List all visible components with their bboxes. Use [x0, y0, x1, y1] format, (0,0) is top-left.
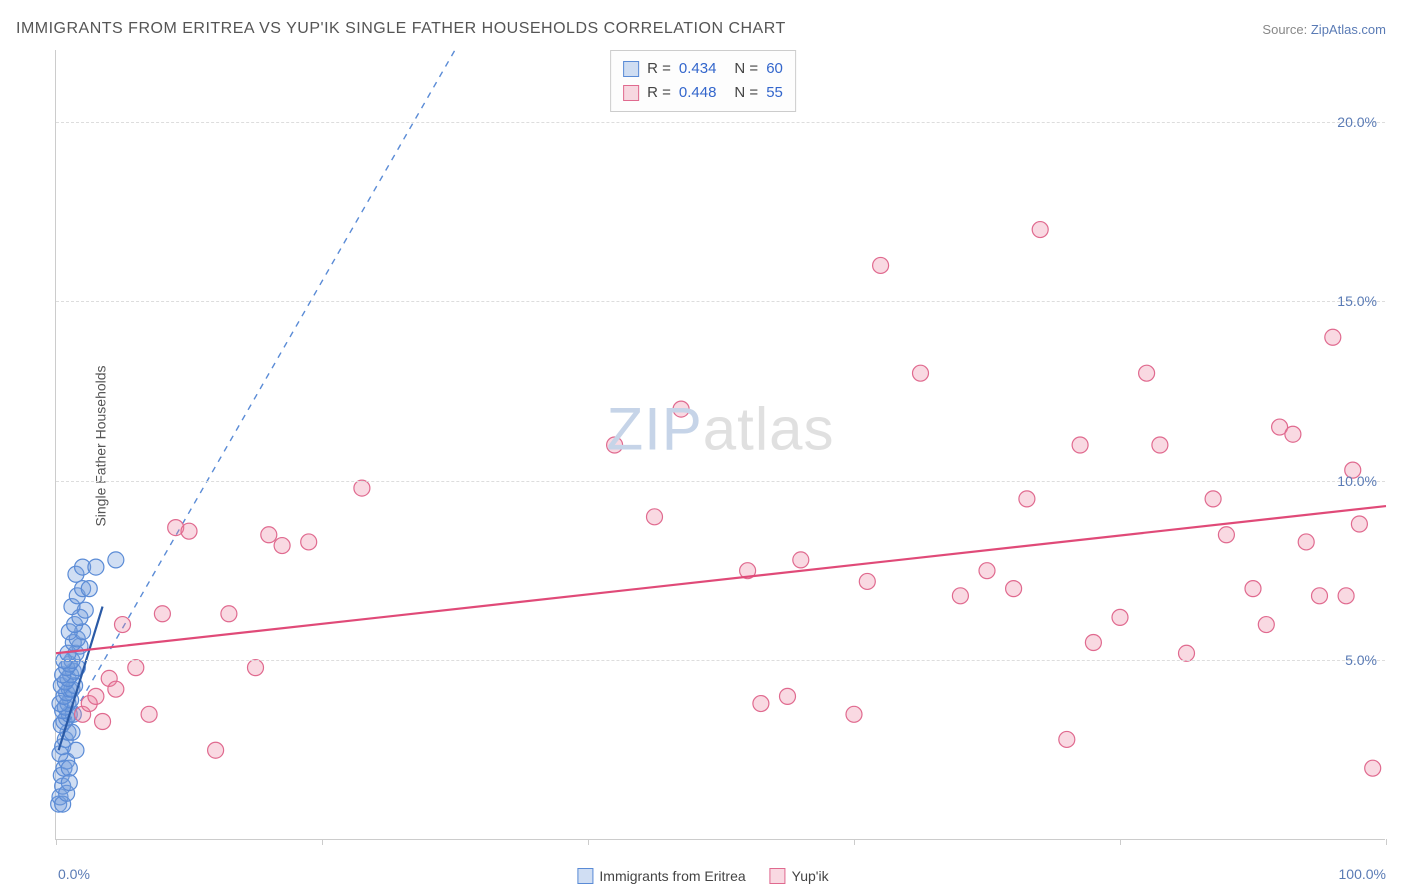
series-legend-label: Immigrants from Eritrea: [599, 868, 745, 884]
data-point: [1059, 731, 1075, 747]
series-legend: Immigrants from Eritrea Yup'ik: [577, 868, 828, 884]
data-point: [248, 660, 264, 676]
data-point: [208, 742, 224, 758]
data-point: [1152, 437, 1168, 453]
data-point: [859, 573, 875, 589]
data-point: [780, 688, 796, 704]
data-point: [873, 257, 889, 273]
n-label: N =: [734, 57, 758, 81]
data-point: [793, 552, 809, 568]
series-legend-item: Immigrants from Eritrea: [577, 868, 745, 884]
n-label: N =: [734, 81, 758, 105]
data-point: [1006, 581, 1022, 597]
data-point: [1312, 588, 1328, 604]
data-point: [88, 559, 104, 575]
source-link[interactable]: ZipAtlas.com: [1311, 22, 1386, 37]
data-point: [1032, 222, 1048, 238]
data-point: [181, 523, 197, 539]
data-point: [354, 480, 370, 496]
legend-swatch: [623, 85, 639, 101]
data-point: [1139, 365, 1155, 381]
plot-area: ZIPatlas 5.0%10.0%15.0%20.0%: [55, 50, 1385, 840]
legend-swatch: [577, 868, 593, 884]
data-point: [88, 688, 104, 704]
x-tick-mark: [1120, 839, 1121, 845]
data-point: [1245, 581, 1261, 597]
source-label: Source:: [1262, 22, 1307, 37]
y-tick-label: 10.0%: [1337, 473, 1377, 489]
plot-svg: [56, 50, 1385, 839]
legend-swatch: [623, 61, 639, 77]
gridline: [56, 122, 1385, 123]
data-point: [979, 563, 995, 579]
data-point: [261, 527, 277, 543]
data-point: [61, 760, 77, 776]
legend-swatch: [770, 868, 786, 884]
data-point: [154, 606, 170, 622]
y-tick-label: 15.0%: [1337, 293, 1377, 309]
x-tick-mark: [588, 839, 589, 845]
n-value: 60: [766, 57, 783, 81]
x-tick-mark: [854, 839, 855, 845]
data-point: [95, 714, 111, 730]
correlation-legend-row: R = 0.448 N = 55: [623, 81, 783, 105]
data-point: [1258, 617, 1274, 633]
data-point: [141, 706, 157, 722]
data-point: [753, 696, 769, 712]
data-point: [115, 617, 131, 633]
data-point: [1218, 527, 1234, 543]
chart-title: IMMIGRANTS FROM ERITREA VS YUP'IK SINGLE…: [16, 20, 786, 38]
x-tick-mark: [1386, 839, 1387, 845]
chart-container: IMMIGRANTS FROM ERITREA VS YUP'IK SINGLE…: [0, 0, 1406, 892]
y-tick-label: 20.0%: [1337, 114, 1377, 130]
data-point: [607, 437, 623, 453]
r-label: R =: [647, 81, 671, 105]
x-axis-max-label: 100.0%: [1339, 866, 1386, 882]
correlation-legend: R = 0.434 N = 60 R = 0.448 N = 55: [610, 50, 796, 112]
y-tick-label: 5.0%: [1345, 652, 1377, 668]
data-point: [1205, 491, 1221, 507]
data-point: [274, 538, 290, 554]
data-point: [1112, 609, 1128, 625]
x-tick-mark: [56, 839, 57, 845]
data-point: [108, 552, 124, 568]
data-point: [1338, 588, 1354, 604]
data-point: [1365, 760, 1381, 776]
gridline: [56, 301, 1385, 302]
series-legend-item: Yup'ik: [770, 868, 829, 884]
data-point: [1179, 645, 1195, 661]
gridline: [56, 660, 1385, 661]
data-point: [68, 742, 84, 758]
series-legend-label: Yup'ik: [792, 868, 829, 884]
x-tick-mark: [322, 839, 323, 845]
correlation-legend-row: R = 0.434 N = 60: [623, 57, 783, 81]
source-citation: Source: ZipAtlas.com: [1262, 22, 1386, 37]
data-point: [1298, 534, 1314, 550]
r-value: 0.448: [679, 81, 717, 105]
x-axis-min-label: 0.0%: [58, 866, 90, 882]
data-point: [221, 606, 237, 622]
data-point: [913, 365, 929, 381]
r-label: R =: [647, 57, 671, 81]
gridline: [56, 481, 1385, 482]
data-point: [1285, 426, 1301, 442]
data-point: [108, 681, 124, 697]
data-point: [1351, 516, 1367, 532]
data-point: [128, 660, 144, 676]
data-point: [1325, 329, 1341, 345]
data-point: [1085, 635, 1101, 651]
data-point: [673, 401, 689, 417]
data-point: [301, 534, 317, 550]
data-point: [647, 509, 663, 525]
data-point: [81, 581, 97, 597]
n-value: 55: [766, 81, 783, 105]
r-value: 0.434: [679, 57, 717, 81]
data-point: [1072, 437, 1088, 453]
data-point: [846, 706, 862, 722]
data-point: [61, 775, 77, 791]
data-point: [1019, 491, 1035, 507]
trend-line: [56, 506, 1386, 653]
data-point: [952, 588, 968, 604]
